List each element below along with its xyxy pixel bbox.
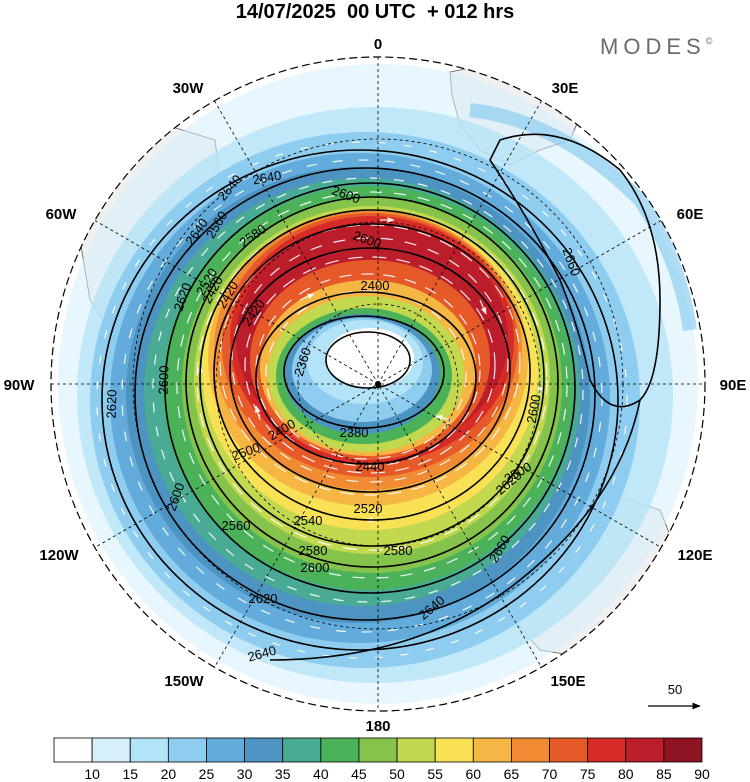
colorbar-tick-label: 40 — [313, 766, 329, 782]
contour-label-text: 2520 — [354, 501, 383, 516]
colorbar-swatch — [587, 737, 627, 763]
lon-label-30e: 30E — [552, 80, 579, 97]
lon-label-0: 0 — [374, 36, 382, 53]
contour-label-text: 2440 — [356, 459, 385, 474]
contour-label-text: 2540 — [294, 513, 323, 528]
contour-label: 2620 — [249, 591, 278, 606]
colorbar-tick-label: 15 — [122, 766, 138, 782]
contour-label: 2620 — [104, 389, 120, 418]
title-date: 14/07/2025 — [235, 1, 336, 23]
colorbar-swatch — [244, 737, 284, 763]
colorbar-swatch — [434, 737, 474, 763]
contour-label-text: 2560 — [222, 518, 251, 533]
contour-label: 2440 — [356, 459, 385, 474]
contour-label: 2520 — [354, 501, 383, 516]
lon-label-180: 180 — [365, 718, 390, 735]
contour-label: 2380 — [340, 425, 369, 440]
colorbar-tick-label: 85 — [656, 766, 672, 782]
contour-label: 2560 — [222, 518, 251, 533]
contour-label-text: 2600 — [524, 393, 544, 424]
contour-label: 2600 — [301, 560, 330, 575]
colorbar: 10 15 20 25 30 35 40 45 50 55 60 65 70 75 80 85 90 — [53, 737, 710, 782]
contour-label-text: 2620 — [104, 389, 120, 418]
colorbar-tick-label: 45 — [351, 766, 367, 782]
colorbar-swatch — [167, 737, 207, 763]
colorbar-tick-label: 70 — [542, 766, 558, 782]
colorbar-swatch — [206, 737, 245, 763]
reference-vector-label: 50 — [668, 682, 682, 697]
colorbar-tick-label: 25 — [199, 766, 215, 782]
colorbar-tick-label: 10 — [84, 766, 100, 782]
colorbar-swatch — [91, 737, 131, 763]
colorbar-tick-label: 75 — [580, 766, 596, 782]
lon-label-150w: 150W — [164, 673, 204, 690]
colorbar-swatch — [663, 737, 703, 763]
reference-vector: 50 — [648, 682, 701, 710]
colorbar-swatch — [358, 737, 398, 763]
title-run: 00 UTC — [346, 1, 416, 23]
lon-label-150e: 150E — [550, 673, 585, 690]
contour-label: 2600 — [524, 393, 544, 424]
longitude-labels: 0 30E 60E 90E 120E 150E 180 150W 120W 90… — [4, 36, 747, 735]
height-contours — [101, 133, 661, 661]
brand-logo: MODES© — [600, 34, 712, 60]
lon-label-120w: 120W — [39, 547, 79, 564]
contour-label: 2640 — [246, 643, 278, 665]
colorbar-swatch — [549, 737, 589, 763]
colorbar-swatch — [282, 737, 322, 763]
contour-label: 2400 — [361, 278, 390, 293]
lon-label-90e: 90E — [720, 377, 747, 394]
wind-vectors — [96, 141, 628, 659]
map-boundary — [50, 56, 706, 712]
contour-label-text: 2620 — [249, 591, 278, 606]
colorbar-swatch — [129, 737, 169, 763]
map-title: 14/07/2025 00 UTC + 012 hrs — [0, 0, 750, 24]
map-disk — [51, 57, 705, 711]
lon-label-60e: 60E — [677, 206, 704, 223]
contour-label-text: 2640 — [251, 168, 282, 188]
contour-label: 2600 — [156, 365, 172, 394]
lon-label-60w: 60W — [46, 206, 78, 223]
colorbar-tick-label: 55 — [427, 766, 443, 782]
contour-label-text: 2580 — [384, 543, 413, 558]
contour-label-text: 2640 — [246, 643, 278, 665]
south-pole-marker — [375, 381, 381, 387]
contour-label: 2580 — [384, 543, 413, 558]
title-lead: + 012 hrs — [426, 1, 515, 23]
lon-label-120e: 120E — [677, 547, 712, 564]
contour-label-text: 2580 — [299, 543, 328, 558]
contour-label-text: 2600 — [301, 560, 330, 575]
lon-label-30w: 30W — [173, 80, 205, 97]
colorbar-swatch — [625, 737, 665, 763]
contour-label-text: 2380 — [340, 425, 369, 440]
colorbar-tick-label: 90 — [694, 766, 710, 782]
colorbar-swatch — [511, 737, 550, 763]
colorbar-tick-label: 30 — [237, 766, 253, 782]
colorbar-tick-label: 50 — [389, 766, 405, 782]
colorbar-tick-label: 35 — [275, 766, 291, 782]
contour-label: 2540 — [294, 513, 323, 528]
colorbar-tick-label: 80 — [618, 766, 634, 782]
colorbar-swatch — [320, 737, 360, 763]
colorbar-swatch — [472, 737, 512, 763]
lon-label-90w: 90W — [4, 377, 36, 394]
colorbar-tick-label: 20 — [161, 766, 177, 782]
contour-label: 2640 — [251, 168, 282, 188]
colorbar-tick-label: 65 — [504, 766, 520, 782]
contour-label: 2580 — [299, 543, 328, 558]
colorbar-swatch — [53, 737, 93, 763]
brand-name: MODES — [600, 34, 706, 59]
contour-label-text: 2400 — [361, 278, 390, 293]
contour-label-text: 2600 — [156, 365, 172, 394]
colorbar-swatch — [396, 737, 436, 763]
brand-copyright-mark: © — [705, 36, 713, 46]
colorbar-tick-label: 60 — [466, 766, 482, 782]
